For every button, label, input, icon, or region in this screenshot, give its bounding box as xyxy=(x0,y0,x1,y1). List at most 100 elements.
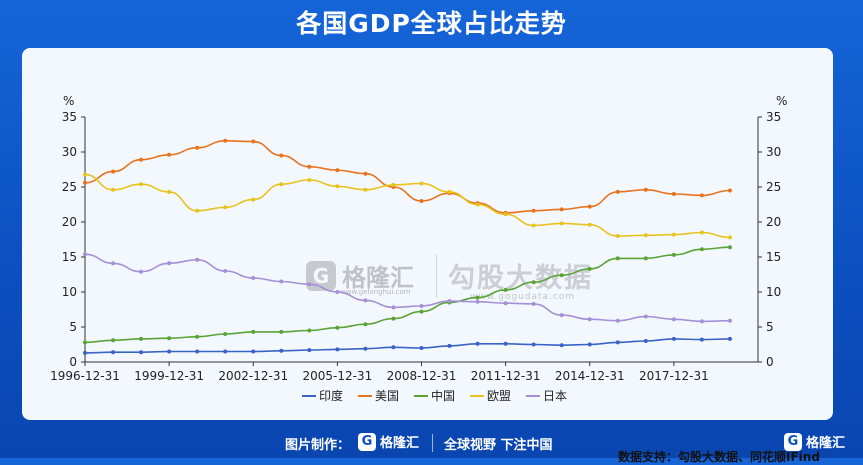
data-point-印度 xyxy=(223,349,228,354)
data-point-日本 xyxy=(251,276,256,280)
legend-label: 中国 xyxy=(431,388,455,403)
data-point-欧盟 xyxy=(167,189,172,194)
x-tick-label: 2014-12-31 xyxy=(555,369,625,383)
page-title: 各国GDP全球占比走势 xyxy=(296,9,567,38)
data-point-中国 xyxy=(699,247,704,252)
data-point-印度 xyxy=(475,341,480,346)
data-point-印度 xyxy=(363,346,368,351)
x-tick-label: 2002-12-31 xyxy=(218,369,288,383)
footer-logo-name: 格隆汇 xyxy=(380,436,420,451)
data-point-日本 xyxy=(447,299,452,304)
data-point-中国 xyxy=(167,336,172,341)
chart-card: G 格隆汇 www.gelonghui.com 勾股大数据 www.goguda… xyxy=(22,48,833,464)
data-point-欧盟 xyxy=(643,233,648,238)
data-point-欧盟 xyxy=(447,189,452,194)
data-point-欧盟 xyxy=(475,202,480,207)
y-unit-right: % xyxy=(776,94,787,108)
data-point-美国 xyxy=(559,207,564,212)
data-point-美国 xyxy=(279,153,284,158)
data-point-日本 xyxy=(671,317,676,322)
y-tick-label-left: 25 xyxy=(62,180,77,194)
data-point-欧盟 xyxy=(111,187,116,192)
data-point-欧盟 xyxy=(615,234,620,238)
data-point-欧盟 xyxy=(391,182,396,187)
x-tick-label: 2011-12-31 xyxy=(471,369,541,383)
footer-logo-icon: G xyxy=(358,432,376,451)
x-tick-label: 2008-12-31 xyxy=(387,369,457,383)
y-tick-label-left: 5 xyxy=(69,320,77,334)
data-point-欧盟 xyxy=(419,181,424,186)
data-point-中国 xyxy=(139,336,144,341)
data-point-中国 xyxy=(195,334,200,339)
data-point-日本 xyxy=(307,282,312,287)
footer-made-by: 图片制作： xyxy=(285,438,351,453)
footer-right-logo-icon: G xyxy=(784,432,802,451)
series-line-中国 xyxy=(84,246,730,344)
data-point-中国 xyxy=(727,245,732,250)
y-tick-label-right: 35 xyxy=(766,110,781,124)
data-point-中国 xyxy=(475,295,480,300)
data-point-日本 xyxy=(643,314,648,319)
y-tick-label-left: 35 xyxy=(62,110,77,124)
data-point-美国 xyxy=(195,145,200,150)
data-point-印度 xyxy=(195,349,200,354)
data-point-印度 xyxy=(419,346,424,350)
watermark-brand2-url: www.gogudata.com xyxy=(470,292,576,302)
data-point-中国 xyxy=(559,273,564,278)
watermark-logo-name: 格隆汇 xyxy=(342,264,414,292)
data-point-欧盟 xyxy=(559,221,564,226)
data-point-印度 xyxy=(83,350,87,355)
data-point-日本 xyxy=(475,299,480,304)
data-point-中国 xyxy=(391,316,396,321)
data-point-日本 xyxy=(531,301,536,306)
data-point-中国 xyxy=(363,322,368,327)
data-point-中国 xyxy=(307,328,312,333)
y-tick-label-right: 15 xyxy=(766,250,781,264)
watermark-divider xyxy=(436,254,437,298)
data-point-印度 xyxy=(167,349,172,354)
data-point-欧盟 xyxy=(503,212,508,217)
data-point-日本 xyxy=(139,269,144,274)
data-point-欧盟 xyxy=(83,172,87,177)
legend-label: 印度 xyxy=(319,388,343,403)
footer-divider xyxy=(432,434,433,452)
gelonghui-logo-icon: G xyxy=(306,260,336,291)
data-point-印度 xyxy=(615,340,620,345)
legend-label: 美国 xyxy=(375,389,399,403)
y-tick-label-right: 10 xyxy=(766,285,781,299)
data-point-美国 xyxy=(83,180,87,185)
data-point-印度 xyxy=(335,347,340,352)
data-point-日本 xyxy=(419,304,424,308)
data-point-印度 xyxy=(447,343,452,348)
data-point-印度 xyxy=(643,339,648,343)
data-point-欧盟 xyxy=(363,187,368,192)
data-point-日本 xyxy=(391,305,396,310)
data-point-欧盟 xyxy=(251,197,256,202)
series-line-美国 xyxy=(84,139,730,214)
x-tick-label: 2017-12-31 xyxy=(639,369,709,383)
data-point-欧盟 xyxy=(223,205,228,210)
y-tick-label-right: 25 xyxy=(766,180,781,194)
data-point-印度 xyxy=(111,350,116,355)
data-point-中国 xyxy=(503,287,508,292)
data-point-印度 xyxy=(727,336,732,341)
data-point-欧盟 xyxy=(279,182,284,187)
series-line-欧盟 xyxy=(84,173,730,239)
data-point-美国 xyxy=(531,208,536,213)
data-point-欧盟 xyxy=(335,184,340,189)
y-tick-label-left: 15 xyxy=(62,250,77,264)
data-point-日本 xyxy=(615,318,620,323)
data-point-印度 xyxy=(503,341,508,346)
data-point-中国 xyxy=(419,309,424,314)
data-point-中国 xyxy=(83,340,87,345)
y-unit-left: % xyxy=(63,94,74,108)
data-point-美国 xyxy=(671,192,676,196)
data-point-欧盟 xyxy=(531,223,536,228)
data-point-印度 xyxy=(559,343,564,348)
x-tick-label: 2005-12-31 xyxy=(303,369,373,383)
data-point-日本 xyxy=(279,279,284,284)
data-point-美国 xyxy=(587,204,592,209)
data-point-日本 xyxy=(559,313,564,318)
data-point-中国 xyxy=(251,329,256,334)
data-point-美国 xyxy=(139,157,144,162)
